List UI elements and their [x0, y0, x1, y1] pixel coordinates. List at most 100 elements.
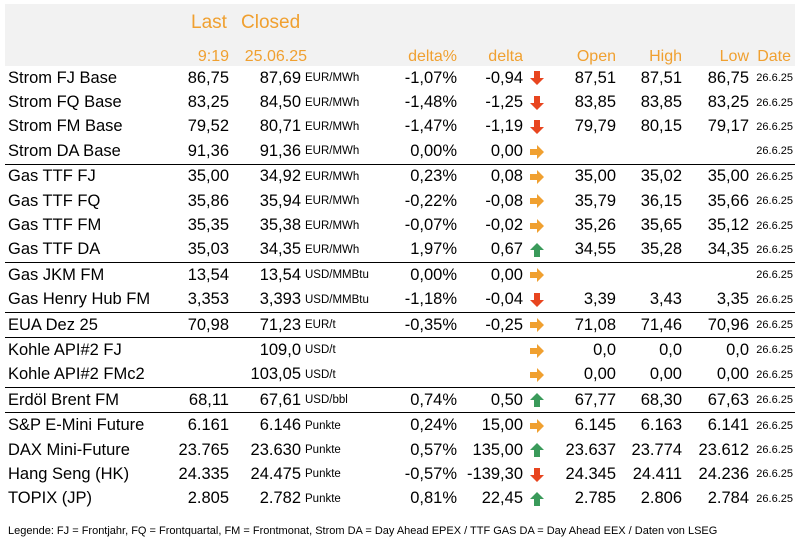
- closed-value: 34,35: [259, 240, 301, 259]
- instrument-name: Gas TTF FJ: [5, 163, 165, 189]
- high-value: 2.806: [640, 489, 682, 508]
- delta-pct-value: -0,22%: [404, 191, 457, 210]
- high-value: [616, 262, 682, 288]
- open-value: 79,79: [574, 117, 616, 136]
- arrow-down-icon: [523, 462, 550, 486]
- closed-value: 3,393: [259, 290, 301, 309]
- closed-value: 67,61: [229, 387, 301, 413]
- arrow-down-icon: [523, 66, 550, 90]
- closed-value: 35,94: [259, 191, 301, 210]
- low-value: 35,00: [682, 163, 749, 189]
- high-value: 0,0: [616, 337, 682, 363]
- delta-value: 0,50: [457, 387, 523, 413]
- delta-value: 22,45: [481, 489, 523, 508]
- instrument-name: Kohle API#2 FJ: [5, 337, 165, 363]
- unit-label: EUR/MWh: [305, 72, 360, 85]
- last-time: 9:19: [197, 48, 229, 65]
- last-value: 35,35: [187, 216, 229, 235]
- open-value: 35,26: [574, 216, 616, 235]
- instrument-name: Gas TTF FQ: [8, 191, 101, 210]
- closed-value: 13,54: [229, 262, 301, 288]
- delta-value: 0,00: [457, 262, 523, 288]
- arrow-right-icon: [523, 262, 550, 288]
- table-row: DAX Mini-Future 23.765 23.630 Punkte 0,57% 13…: [5, 438, 795, 462]
- instrument-name: Hang Seng (HK): [8, 464, 130, 483]
- unit-label: USD/t: [301, 337, 385, 363]
- col-date: Date: [757, 48, 791, 65]
- low-value: 70,96: [682, 311, 749, 338]
- open-value: 6.145: [550, 412, 616, 438]
- table-row: Gas TTF FM 35,35 35,38 EUR/MWh -0,07% -0,02 35…: [5, 213, 795, 237]
- closed-value: 71,23: [229, 311, 301, 338]
- date-value: 26.6.25: [756, 492, 793, 505]
- date-value: 26.6.25: [756, 219, 793, 232]
- closed-value: 91,36: [259, 141, 301, 160]
- instrument-name: Erdöl Brent FM: [5, 387, 165, 413]
- high-value: 71,46: [616, 311, 682, 338]
- high-value: 6.163: [616, 412, 682, 438]
- delta-pct-value: -1,18%: [404, 290, 457, 309]
- price-table: Strom FJ Base 86,75 87,69 EUR/MWh -1,07% -0,9…: [5, 66, 795, 511]
- unit-label: EUR/t: [301, 311, 385, 338]
- arrow-right-icon: [523, 139, 550, 164]
- date-value: 26.6.25: [756, 243, 793, 256]
- instrument-name: EUA Dez 25: [5, 311, 165, 338]
- col-low: Low: [719, 48, 749, 65]
- last-value: 2.805: [187, 489, 229, 508]
- closed-value: 23.630: [250, 440, 301, 459]
- instrument-name: Strom FJ Base: [8, 68, 118, 87]
- delta-pct-value: -0,35%: [385, 311, 457, 338]
- col-delta-pct: delta%: [408, 48, 457, 65]
- arrow-down-icon: [523, 90, 550, 114]
- unit-label: EUR/MWh: [305, 145, 360, 158]
- last-label: Last: [191, 12, 227, 33]
- delta-value: 0,67: [490, 240, 523, 259]
- last-value: 35,03: [187, 240, 229, 259]
- high-value: 0,00: [649, 365, 682, 384]
- high-value: 68,30: [616, 387, 682, 413]
- unit-label: USD/t: [305, 368, 336, 381]
- delta-value: -0,94: [485, 68, 523, 87]
- delta-value: -0,02: [485, 216, 523, 235]
- table-row: EUA Dez 25 70,98 71,23 EUR/t -0,35% -0,25 71,0…: [5, 311, 795, 338]
- delta-value: -1,25: [485, 93, 523, 112]
- date-value: 26.6.25: [756, 195, 793, 208]
- high-value: 35,28: [640, 240, 682, 259]
- instrument-name: Strom DA Base: [8, 141, 121, 160]
- low-value: 0,0: [682, 337, 749, 363]
- open-value: 83,85: [574, 93, 616, 112]
- delta-value: -139,30: [467, 464, 523, 483]
- high-value: 80,15: [640, 117, 682, 136]
- low-value: 34,35: [707, 240, 749, 259]
- closed-value: 2.782: [259, 489, 301, 508]
- low-value: 6.141: [682, 412, 749, 438]
- low-value: 35,66: [707, 191, 749, 210]
- arrow-right-icon: [523, 412, 550, 438]
- table-row: Strom FJ Base 86,75 87,69 EUR/MWh -1,07% -0,9…: [5, 66, 795, 90]
- closed-value: 109,0: [229, 337, 301, 363]
- col-open: Open: [576, 48, 616, 65]
- high-value: 24.411: [632, 464, 682, 483]
- col-delta: delta: [488, 48, 523, 65]
- low-value: [682, 262, 749, 288]
- delta-value: 135,00: [472, 440, 523, 459]
- arrow-down-icon: [523, 288, 550, 313]
- unit-label: EUR/MWh: [301, 163, 385, 189]
- unit-label: EUR/MWh: [305, 243, 360, 256]
- open-value: 24.345: [565, 464, 616, 483]
- delta-pct-value: [385, 337, 457, 363]
- delta-pct-value: 0,57%: [410, 440, 457, 459]
- delta-value: 0,00: [490, 141, 523, 160]
- delta-value: [457, 337, 523, 363]
- closed-value: 34,92: [229, 163, 301, 189]
- last-value: 83,25: [187, 93, 229, 112]
- table-row: S&P E-Mini Future 6.161 6.146 Punkte 0,24% 15…: [5, 412, 795, 438]
- open-value: [550, 139, 616, 164]
- unit-label: USD/MMBtu: [301, 262, 385, 288]
- high-value: 36,15: [640, 191, 682, 210]
- high-value: 3,43: [649, 290, 682, 309]
- closed-value: 87,69: [259, 68, 301, 87]
- instrument-name: Gas TTF DA: [8, 240, 101, 259]
- delta-pct-value: 1,97%: [410, 240, 457, 259]
- closed-value: 84,50: [259, 93, 301, 112]
